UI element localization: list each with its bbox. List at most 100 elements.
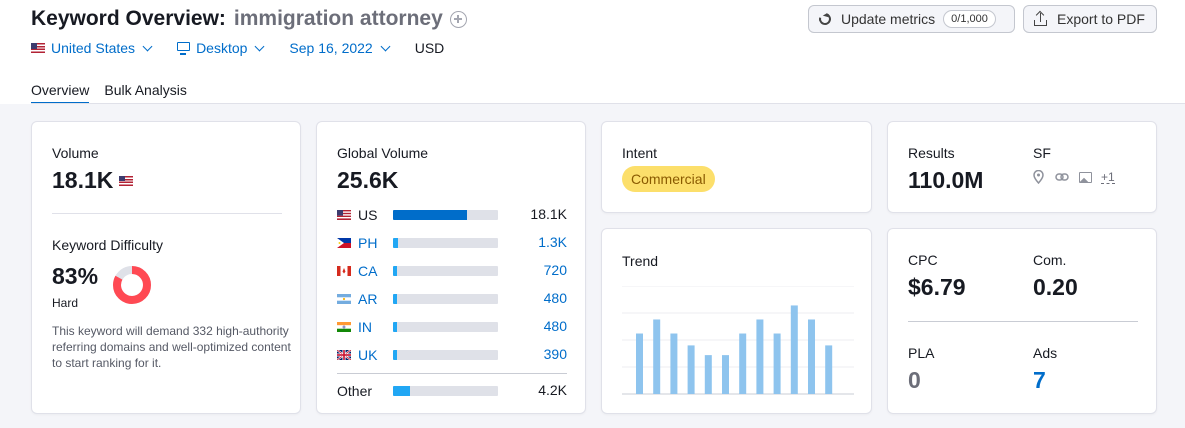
serp-features-icons: +1 (1033, 170, 1115, 184)
trend-bar[interactable] (704, 355, 712, 394)
trend-bar[interactable] (825, 345, 833, 394)
refresh-icon (816, 10, 834, 28)
tab-bulk-analysis[interactable]: Bulk Analysis (104, 82, 187, 98)
chevron-down-icon (380, 41, 391, 51)
divider (52, 213, 282, 214)
volume-share-bar (393, 266, 498, 276)
date-dropdown[interactable]: Sep 16, 2022 (289, 40, 391, 56)
device-dropdown[interactable]: Desktop (177, 40, 265, 56)
country-row-ph[interactable]: PH 1.3K (337, 233, 567, 253)
keyword-difficulty-level: Hard (52, 296, 79, 310)
volume-share-bar (393, 294, 498, 304)
trend-bar[interactable] (722, 355, 729, 394)
us-flag-icon (119, 175, 134, 186)
trend-bar[interactable] (653, 319, 661, 394)
page-header: Keyword Overview: immigration attorney U… (0, 0, 1185, 104)
country-row-other: Other 4.2K (337, 381, 567, 401)
volume-share-bar (393, 386, 498, 396)
trend-bar[interactable] (790, 305, 798, 394)
tab-overview[interactable]: Overview (31, 82, 90, 104)
cpc-value: $6.79 (908, 274, 966, 300)
volume-share-bar (393, 350, 498, 360)
trend-bar[interactable] (687, 345, 695, 394)
ca-flag-icon (337, 266, 351, 276)
country-volume[interactable]: 480 (543, 318, 567, 334)
tabs-divider (31, 103, 1185, 104)
more-serp-features-link[interactable]: +1 (1101, 169, 1115, 184)
trend-bar[interactable] (808, 319, 815, 394)
keyword-difficulty-description: This keyword will demand 332 high-author… (52, 324, 291, 370)
update-metrics-label: Update metrics (841, 11, 936, 27)
country-label: United States (51, 40, 136, 56)
intent-card: Intent Commercial (601, 121, 872, 213)
results-value: 110.0M (908, 167, 984, 193)
trend-bar[interactable] (756, 319, 764, 394)
results-card: Results 110.0M SF +1 (887, 121, 1157, 213)
trend-bar[interactable] (670, 333, 678, 394)
us-flag-icon (337, 210, 351, 220)
chevron-down-icon (142, 41, 153, 51)
cpc-label: CPC (908, 252, 938, 268)
divider (337, 373, 567, 374)
intent-label: Intent (622, 145, 658, 161)
trend-bar[interactable] (636, 333, 643, 394)
intent-badge: Commercial (622, 166, 715, 192)
country-row-ca[interactable]: CA 720 (337, 261, 567, 281)
update-metrics-button[interactable]: Update metrics 0/1,000 (808, 5, 1015, 33)
in-flag-icon (337, 322, 351, 332)
keyword-title: immigration attorney (233, 7, 443, 30)
trend-chart (622, 286, 854, 395)
desktop-icon (177, 42, 191, 55)
date-label: Sep 16, 2022 (289, 40, 373, 56)
divider (908, 321, 1138, 322)
filters-bar: United States Desktop Sep 16, 2022 USD (31, 40, 444, 56)
export-pdf-label: Export to PDF (1057, 11, 1145, 27)
volume-card: Volume 18.1K Keyword Difficulty 83% Hard… (31, 121, 301, 414)
cpc-card: CPC $6.79 Com. 0.20 PLA 0 Ads 7 (887, 228, 1157, 414)
country-code[interactable]: AR (358, 291, 378, 307)
link-icon[interactable] (1055, 172, 1069, 182)
add-keyword-icon[interactable] (449, 10, 467, 28)
country-volume[interactable]: 390 (543, 346, 567, 362)
country-volume[interactable]: 720 (543, 262, 567, 278)
trend-bar[interactable] (739, 333, 747, 394)
other-label: Other (337, 383, 373, 399)
map-pin-icon[interactable] (1033, 170, 1044, 184)
title-row: Keyword Overview: immigration attorney (31, 7, 467, 31)
donut-fill (113, 266, 151, 304)
ads-value[interactable]: 7 (1033, 367, 1046, 393)
global-volume-label: Global Volume (337, 145, 429, 161)
device-label: Desktop (196, 40, 248, 56)
country-code[interactable]: CA (358, 263, 378, 279)
results-label: Results (908, 145, 955, 161)
country-row-in[interactable]: IN 480 (337, 317, 567, 337)
image-icon[interactable] (1079, 171, 1092, 183)
keyword-difficulty-value: 83% (52, 263, 99, 289)
overview-content: Volume 18.1K Keyword Difficulty 83% Hard… (0, 104, 1185, 428)
volume-share-bar (393, 210, 498, 220)
country-code[interactable]: PH (358, 235, 378, 251)
country-code[interactable]: IN (358, 319, 372, 335)
keyword-difficulty-label: Keyword Difficulty (52, 237, 164, 253)
country-dropdown[interactable]: United States (31, 40, 153, 56)
volume-share-bar (393, 238, 498, 248)
pla-label: PLA (908, 345, 935, 361)
competition-label: Com. (1033, 252, 1067, 268)
us-flag-icon (31, 43, 45, 53)
export-pdf-button[interactable]: Export to PDF (1023, 5, 1157, 33)
page-title: Keyword Overview: (31, 7, 226, 30)
ph-flag-icon (337, 238, 351, 248)
chevron-down-icon (254, 41, 265, 51)
country-row-uk[interactable]: UK 390 (337, 345, 567, 365)
country-volume[interactable]: 1.3K (538, 234, 567, 250)
country-row-us: US 18.1K (337, 205, 567, 225)
country-code[interactable]: UK (358, 347, 378, 363)
global-volume-value: 25.6K (337, 167, 399, 193)
difficulty-donut-chart (113, 266, 151, 304)
tabs: Overview Bulk Analysis (31, 82, 202, 104)
currency-label: USD (414, 40, 445, 56)
country-row-ar[interactable]: AR 480 (337, 289, 567, 309)
country-code: US (358, 207, 378, 223)
country-volume[interactable]: 480 (543, 290, 567, 306)
trend-bar[interactable] (773, 333, 781, 394)
